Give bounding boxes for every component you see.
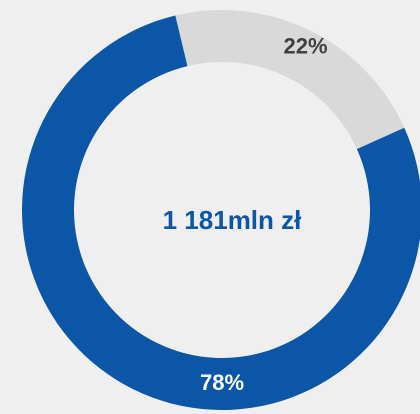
donut-segment [175,9,405,150]
value-label: 78% [200,370,244,395]
value-label: 22% [284,34,328,59]
center-label: 1 181mln zł [163,205,303,235]
